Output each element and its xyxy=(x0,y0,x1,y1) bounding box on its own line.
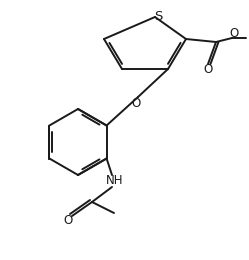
Text: O: O xyxy=(131,96,141,109)
Text: O: O xyxy=(203,62,213,75)
Text: O: O xyxy=(63,214,73,228)
Text: O: O xyxy=(229,27,239,40)
Text: S: S xyxy=(154,10,162,23)
Text: NH: NH xyxy=(106,173,124,186)
